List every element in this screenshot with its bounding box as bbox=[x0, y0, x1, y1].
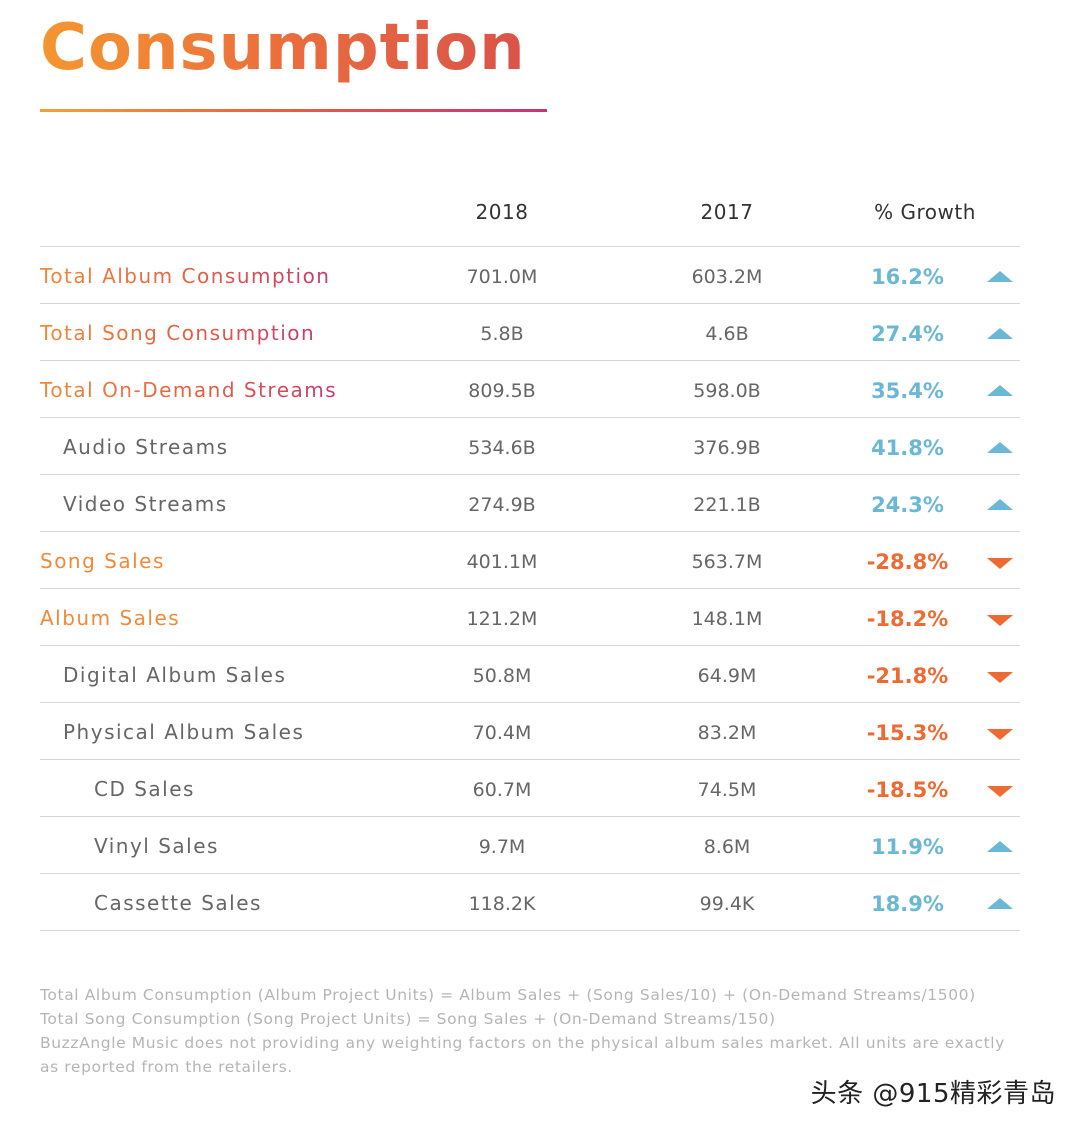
growth-value: -28.8% bbox=[866, 550, 949, 574]
table-row: Audio Streams 534.6B 376.9B 41.8% bbox=[40, 418, 1020, 475]
column-header-2018: 2018 bbox=[475, 200, 529, 224]
value-2018: 5.8B bbox=[480, 323, 524, 345]
value-2017: 603.2M bbox=[691, 266, 763, 288]
value-2018: 121.2M bbox=[466, 608, 538, 630]
table-row: Song Sales 401.1M 563.7M -28.8% bbox=[40, 532, 1020, 589]
value-2018: 9.7M bbox=[478, 836, 526, 858]
value-2017: 83.2M bbox=[697, 722, 757, 744]
arrow-down-icon bbox=[987, 558, 1013, 569]
value-2018: 534.6B bbox=[468, 437, 536, 459]
value-2018: 809.5B bbox=[468, 380, 536, 402]
column-header-growth: % Growth bbox=[874, 200, 976, 224]
table-row: Video Streams 274.9B 221.1B 24.3% bbox=[40, 475, 1020, 532]
consumption-table: Total Album Consumption 701.0M 603.2M 16… bbox=[40, 247, 1020, 931]
value-2017: 221.1B bbox=[693, 494, 761, 516]
arrow-down-icon bbox=[987, 729, 1013, 740]
arrow-up-icon bbox=[987, 499, 1013, 510]
growth-value: 16.2% bbox=[871, 265, 944, 289]
column-header-2017: 2017 bbox=[700, 200, 754, 224]
page-title: Consumption bbox=[40, 8, 526, 88]
row-label: Video Streams bbox=[63, 492, 228, 516]
footnote-album-consumption: Total Album Consumption (Album Project U… bbox=[40, 986, 976, 1004]
table-row: CD Sales 60.7M 74.5M -18.5% bbox=[40, 760, 1020, 817]
row-label: Total Song Consumption bbox=[40, 321, 316, 345]
growth-value: -15.3% bbox=[866, 721, 949, 745]
value-2017: 8.6M bbox=[703, 836, 751, 858]
row-label: Song Sales bbox=[40, 549, 165, 573]
growth-value: 27.4% bbox=[871, 322, 944, 346]
value-2017: 99.4K bbox=[699, 893, 755, 915]
arrow-down-icon bbox=[987, 786, 1013, 797]
growth-value: 18.9% bbox=[871, 892, 944, 916]
row-label: Vinyl Sales bbox=[94, 834, 219, 858]
value-2018: 118.2K bbox=[468, 893, 536, 915]
table-row: Cassette Sales 118.2K 99.4K 18.9% bbox=[40, 874, 1020, 931]
value-2017: 563.7M bbox=[691, 551, 763, 573]
row-label: Cassette Sales bbox=[94, 891, 262, 915]
value-2018: 274.9B bbox=[468, 494, 536, 516]
value-2017: 4.6B bbox=[705, 323, 749, 345]
value-2018: 401.1M bbox=[466, 551, 538, 573]
table-row: Digital Album Sales 50.8M 64.9M -21.8% bbox=[40, 646, 1020, 703]
growth-value: 24.3% bbox=[871, 493, 944, 517]
arrow-down-icon bbox=[987, 615, 1013, 626]
arrow-down-icon bbox=[987, 672, 1013, 683]
arrow-up-icon bbox=[987, 328, 1013, 339]
value-2017: 598.0B bbox=[693, 380, 761, 402]
row-label: CD Sales bbox=[94, 777, 195, 801]
arrow-up-icon bbox=[987, 385, 1013, 396]
watermark: 头条 @915精彩青岛 bbox=[810, 1079, 1056, 1109]
arrow-up-icon bbox=[987, 841, 1013, 852]
table-row: Total On-Demand Streams 809.5B 598.0B 35… bbox=[40, 361, 1020, 418]
value-2017: 148.1M bbox=[691, 608, 763, 630]
table-header: 2018 2017 % Growth bbox=[40, 190, 1020, 247]
value-2018: 60.7M bbox=[472, 779, 532, 801]
footnotes: Total Album Consumption (Album Project U… bbox=[40, 983, 1025, 1079]
row-label: Total On-Demand Streams bbox=[40, 378, 338, 402]
table-row: Total Album Consumption 701.0M 603.2M 16… bbox=[40, 247, 1020, 304]
table-row: Vinyl Sales 9.7M 8.6M 11.9% bbox=[40, 817, 1020, 874]
arrow-up-icon bbox=[987, 271, 1013, 282]
growth-value: -18.5% bbox=[866, 778, 949, 802]
growth-value: 11.9% bbox=[871, 835, 944, 859]
table-row: Physical Album Sales 70.4M 83.2M -15.3% bbox=[40, 703, 1020, 760]
growth-value: 35.4% bbox=[871, 379, 944, 403]
value-2017: 74.5M bbox=[697, 779, 757, 801]
arrow-up-icon bbox=[987, 898, 1013, 909]
row-label: Audio Streams bbox=[63, 435, 229, 459]
row-label: Digital Album Sales bbox=[63, 663, 287, 687]
row-label: Total Album Consumption bbox=[40, 264, 331, 288]
value-2018: 50.8M bbox=[472, 665, 532, 687]
growth-value: -21.8% bbox=[866, 664, 949, 688]
title-underline bbox=[40, 109, 547, 112]
value-2018: 70.4M bbox=[472, 722, 532, 744]
row-label: Album Sales bbox=[40, 606, 181, 630]
table-row: Total Song Consumption 5.8B 4.6B 27.4% bbox=[40, 304, 1020, 361]
footnote-disclaimer: BuzzAngle Music does not providing any w… bbox=[40, 1034, 1005, 1076]
value-2017: 376.9B bbox=[693, 437, 761, 459]
arrow-up-icon bbox=[987, 442, 1013, 453]
footnote-song-consumption: Total Song Consumption (Song Project Uni… bbox=[40, 1010, 776, 1028]
row-label: Physical Album Sales bbox=[63, 720, 305, 744]
value-2017: 64.9M bbox=[697, 665, 757, 687]
table-row: Album Sales 121.2M 148.1M -18.2% bbox=[40, 589, 1020, 646]
growth-value: -18.2% bbox=[866, 607, 949, 631]
growth-value: 41.8% bbox=[871, 436, 944, 460]
value-2018: 701.0M bbox=[466, 266, 538, 288]
